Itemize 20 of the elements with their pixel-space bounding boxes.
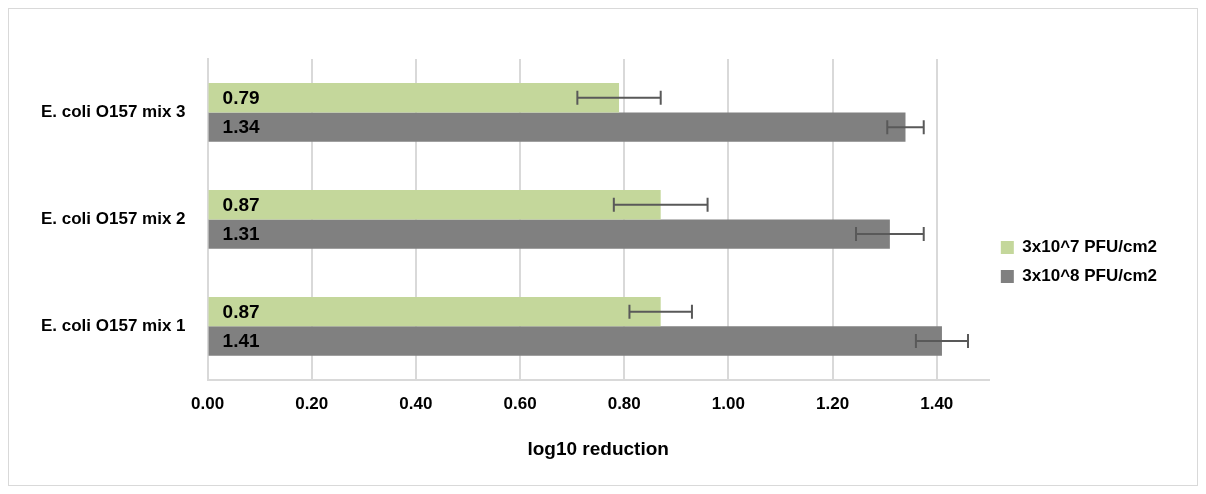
- data-label: 0.87: [222, 193, 260, 215]
- data-label: 0.79: [222, 87, 260, 108]
- data-label: 1.31: [222, 223, 260, 245]
- x-tick-label: 0.40: [399, 393, 433, 413]
- y-tick-label: E. coli O157 mix 1: [41, 316, 186, 336]
- y-tick-label: E. coli O157 mix 2: [41, 209, 186, 229]
- x-tick-label: 0.00: [191, 393, 225, 413]
- x-tick-label: 0.20: [295, 393, 329, 413]
- data-label: 1.34: [222, 116, 260, 138]
- data-label: 1.41: [222, 330, 260, 352]
- data-label: 0.87: [222, 300, 260, 322]
- legend-label: 3x10^8 PFU/cm2: [1022, 266, 1157, 286]
- y-tick-label: E. coli O157 mix 3: [41, 102, 186, 122]
- x-tick-label: 0.80: [607, 393, 641, 413]
- x-tick-label: 1.20: [816, 393, 850, 413]
- x-axis-title: log10 reduction: [527, 437, 669, 459]
- x-tick-label: 1.00: [711, 393, 745, 413]
- legend-label: 3x10^7 PFU/cm2: [1022, 237, 1157, 257]
- x-tick-label: 0.60: [503, 393, 537, 413]
- x-tick-label: 1.40: [920, 393, 954, 413]
